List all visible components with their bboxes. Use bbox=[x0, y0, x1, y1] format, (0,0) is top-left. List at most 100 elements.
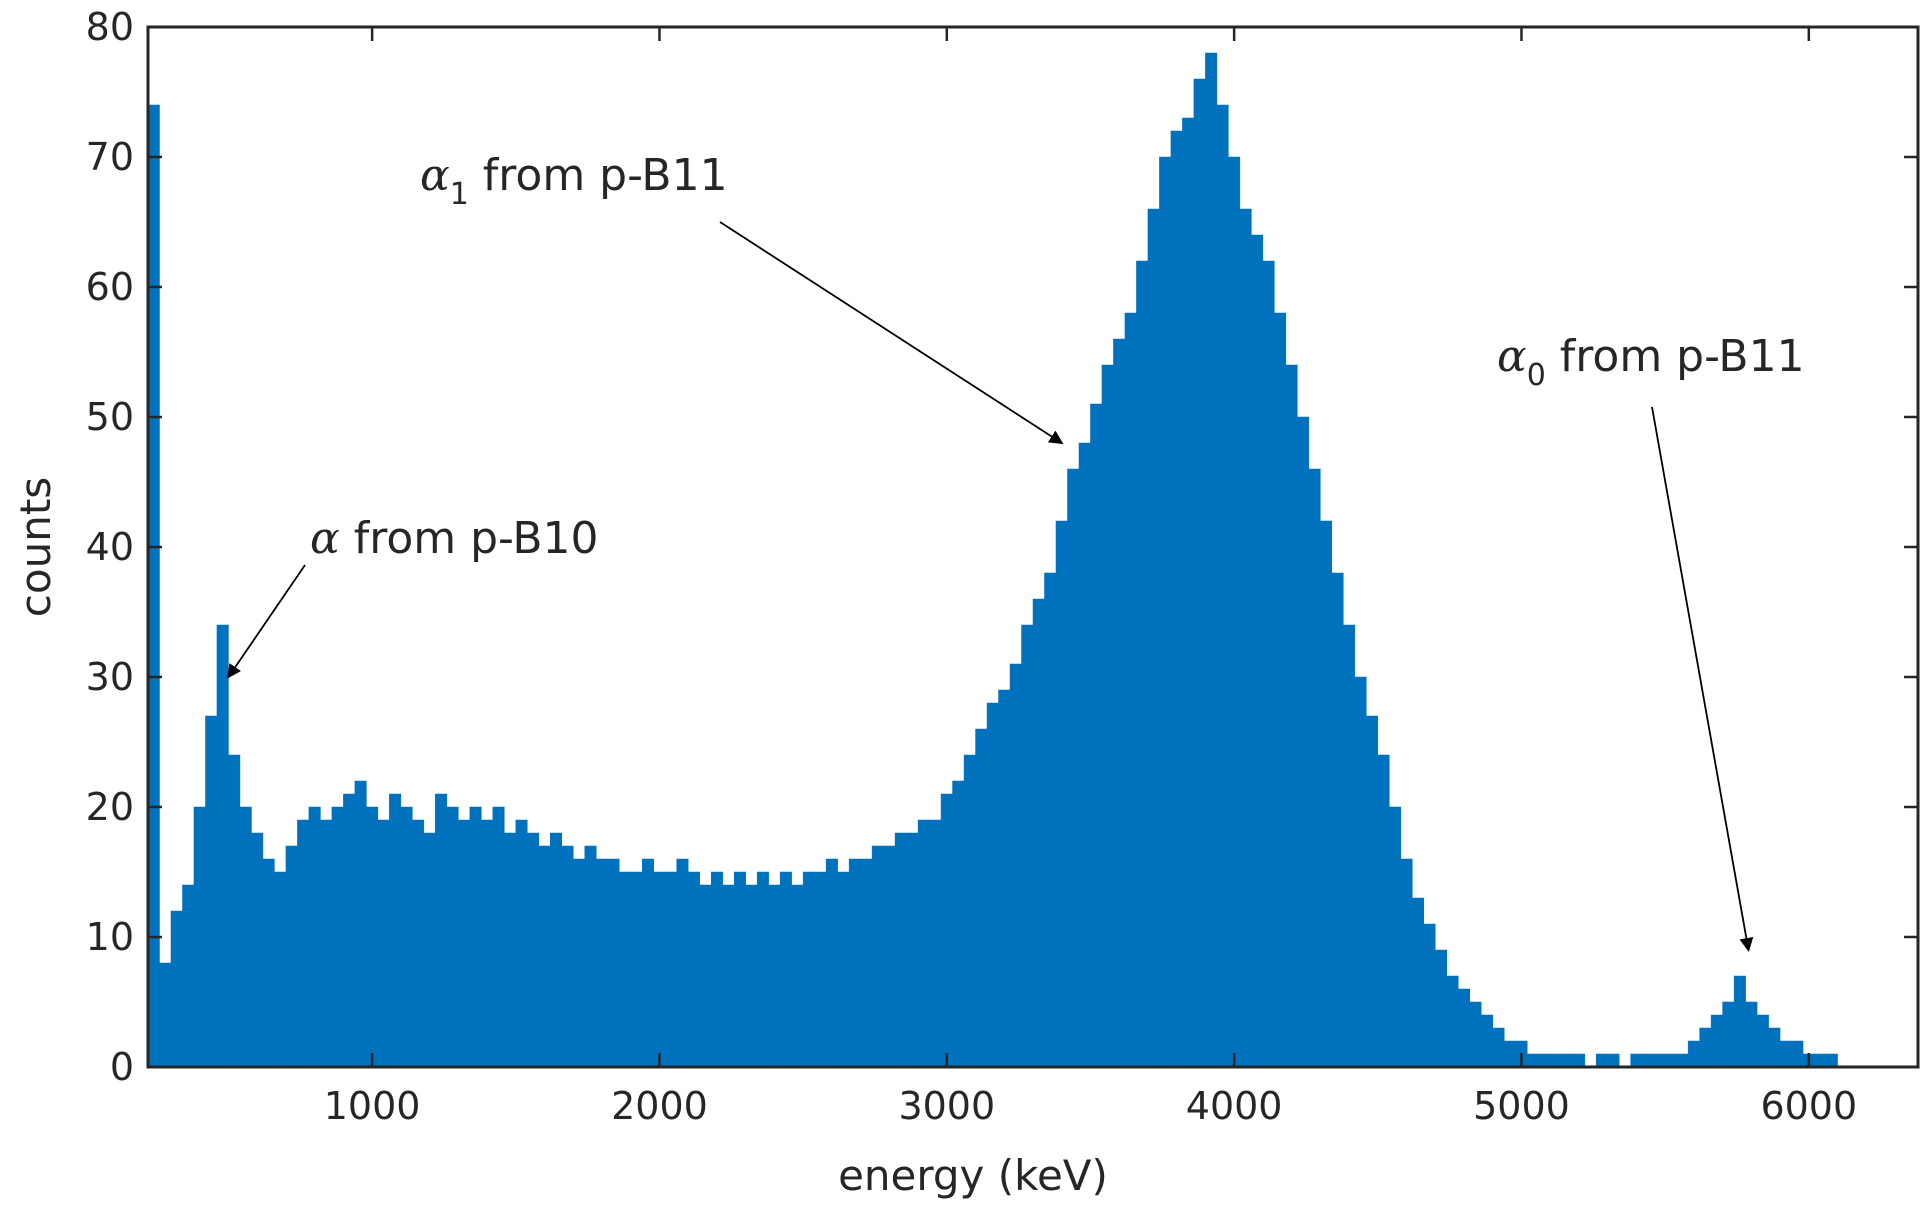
annotation-label: α0 from p-B11 bbox=[1497, 331, 1805, 393]
annotation-label: α from p-B10 bbox=[310, 513, 599, 564]
histogram-bar bbox=[653, 871, 666, 1068]
histogram-bar bbox=[1285, 364, 1298, 1068]
histogram-bar bbox=[1458, 988, 1471, 1068]
histogram-bar bbox=[756, 871, 769, 1068]
x-tick-label: 4000 bbox=[1186, 1084, 1283, 1128]
histogram-bar bbox=[871, 845, 884, 1068]
histogram-bar bbox=[1262, 260, 1275, 1068]
histogram-bar bbox=[1124, 312, 1137, 1068]
histogram-bar bbox=[1182, 117, 1195, 1068]
histogram-bar bbox=[1216, 104, 1229, 1068]
histogram-bar bbox=[1044, 572, 1057, 1068]
histogram-bar bbox=[699, 884, 712, 1068]
histogram-bar bbox=[1779, 1040, 1792, 1068]
histogram-bar bbox=[446, 806, 459, 1068]
histogram-bar bbox=[1469, 1001, 1482, 1068]
histogram-bar bbox=[228, 754, 241, 1068]
histogram-bar bbox=[595, 858, 608, 1068]
histogram-bar bbox=[1274, 312, 1287, 1068]
histogram-bar bbox=[1825, 1053, 1838, 1068]
histogram-bar bbox=[998, 689, 1011, 1068]
histogram-bar bbox=[664, 871, 677, 1068]
annotation: α0 from p-B11 bbox=[1497, 331, 1805, 952]
histogram-bar bbox=[1710, 1014, 1723, 1068]
y-tick-label: 50 bbox=[86, 395, 134, 439]
histogram-bar bbox=[435, 793, 448, 1068]
histogram-bar bbox=[641, 858, 654, 1068]
histogram-bar bbox=[825, 858, 838, 1068]
histogram-bar bbox=[1251, 234, 1264, 1068]
histogram-bar bbox=[1354, 676, 1367, 1068]
annotation-arrow bbox=[719, 221, 1064, 445]
histogram-bar bbox=[1055, 520, 1068, 1068]
y-tick-label: 60 bbox=[86, 265, 134, 309]
x-tick-label: 2000 bbox=[611, 1084, 708, 1128]
histogram-bar bbox=[377, 819, 390, 1068]
histogram-bar bbox=[1239, 208, 1252, 1068]
histogram-bar bbox=[883, 845, 896, 1068]
histogram-bar bbox=[492, 806, 505, 1068]
histogram-bar bbox=[1699, 1027, 1712, 1068]
histogram-bar bbox=[1676, 1053, 1689, 1068]
histogram-bar bbox=[1561, 1053, 1574, 1068]
histogram-bar bbox=[1101, 364, 1114, 1068]
histogram-bar bbox=[894, 832, 907, 1068]
histogram-bar bbox=[274, 871, 287, 1068]
histogram-bar bbox=[1113, 338, 1126, 1068]
y-tick-label: 80 bbox=[86, 5, 134, 49]
histogram-bar bbox=[205, 715, 218, 1068]
histogram-bar bbox=[733, 871, 746, 1068]
y-tick-label: 20 bbox=[86, 785, 134, 829]
histogram-bar bbox=[527, 832, 540, 1068]
histogram-bar bbox=[1630, 1053, 1643, 1068]
histogram-bar bbox=[1400, 858, 1413, 1068]
histogram-bar bbox=[722, 884, 735, 1068]
histogram-bar bbox=[182, 884, 195, 1068]
histogram-bar bbox=[814, 871, 827, 1068]
histogram-bar bbox=[1526, 1053, 1539, 1068]
annotation-greek: α bbox=[420, 150, 450, 201]
histogram-bar bbox=[1756, 1014, 1769, 1068]
histogram-bar bbox=[538, 845, 551, 1068]
histogram-bar bbox=[1664, 1053, 1677, 1068]
y-tick-label: 40 bbox=[86, 525, 134, 569]
histogram-bar bbox=[193, 806, 206, 1068]
histogram-bar bbox=[952, 780, 965, 1068]
histogram-bar bbox=[1595, 1053, 1608, 1068]
histogram-bar bbox=[573, 858, 586, 1068]
annotation-text: from p-B10 bbox=[340, 513, 599, 564]
histogram-bar bbox=[1653, 1053, 1666, 1068]
histogram-bar bbox=[1331, 572, 1344, 1068]
histogram-bar bbox=[745, 884, 758, 1068]
histogram-bar bbox=[779, 871, 792, 1068]
histogram-bar bbox=[216, 624, 229, 1068]
histogram-bar bbox=[676, 858, 689, 1068]
histogram-bar bbox=[481, 819, 494, 1068]
histogram-bar bbox=[1480, 1014, 1493, 1068]
histogram-bar bbox=[1687, 1040, 1700, 1068]
histogram-bar bbox=[1205, 52, 1218, 1068]
histogram-bar bbox=[1435, 949, 1448, 1068]
histogram-bar bbox=[159, 962, 172, 1068]
histogram-bar bbox=[1492, 1027, 1505, 1068]
y-tick-label: 30 bbox=[86, 655, 134, 699]
histogram-bar bbox=[710, 871, 723, 1068]
histogram-bar bbox=[768, 884, 781, 1068]
histogram-bar bbox=[975, 728, 988, 1068]
histogram-bar bbox=[1343, 624, 1356, 1068]
annotation-subscript: 1 bbox=[450, 177, 469, 212]
histogram-bar bbox=[550, 832, 563, 1068]
histogram-bar bbox=[1446, 975, 1459, 1068]
histogram-bar bbox=[860, 858, 873, 1068]
histogram-bar bbox=[561, 845, 574, 1068]
histogram-bar bbox=[400, 806, 413, 1068]
histogram-bar bbox=[515, 819, 528, 1068]
x-tick-label: 1000 bbox=[324, 1084, 421, 1128]
histogram-bar bbox=[331, 806, 344, 1068]
histogram-bar bbox=[320, 819, 333, 1068]
histogram-bar bbox=[1722, 1001, 1735, 1068]
histogram-bar bbox=[1814, 1053, 1827, 1068]
